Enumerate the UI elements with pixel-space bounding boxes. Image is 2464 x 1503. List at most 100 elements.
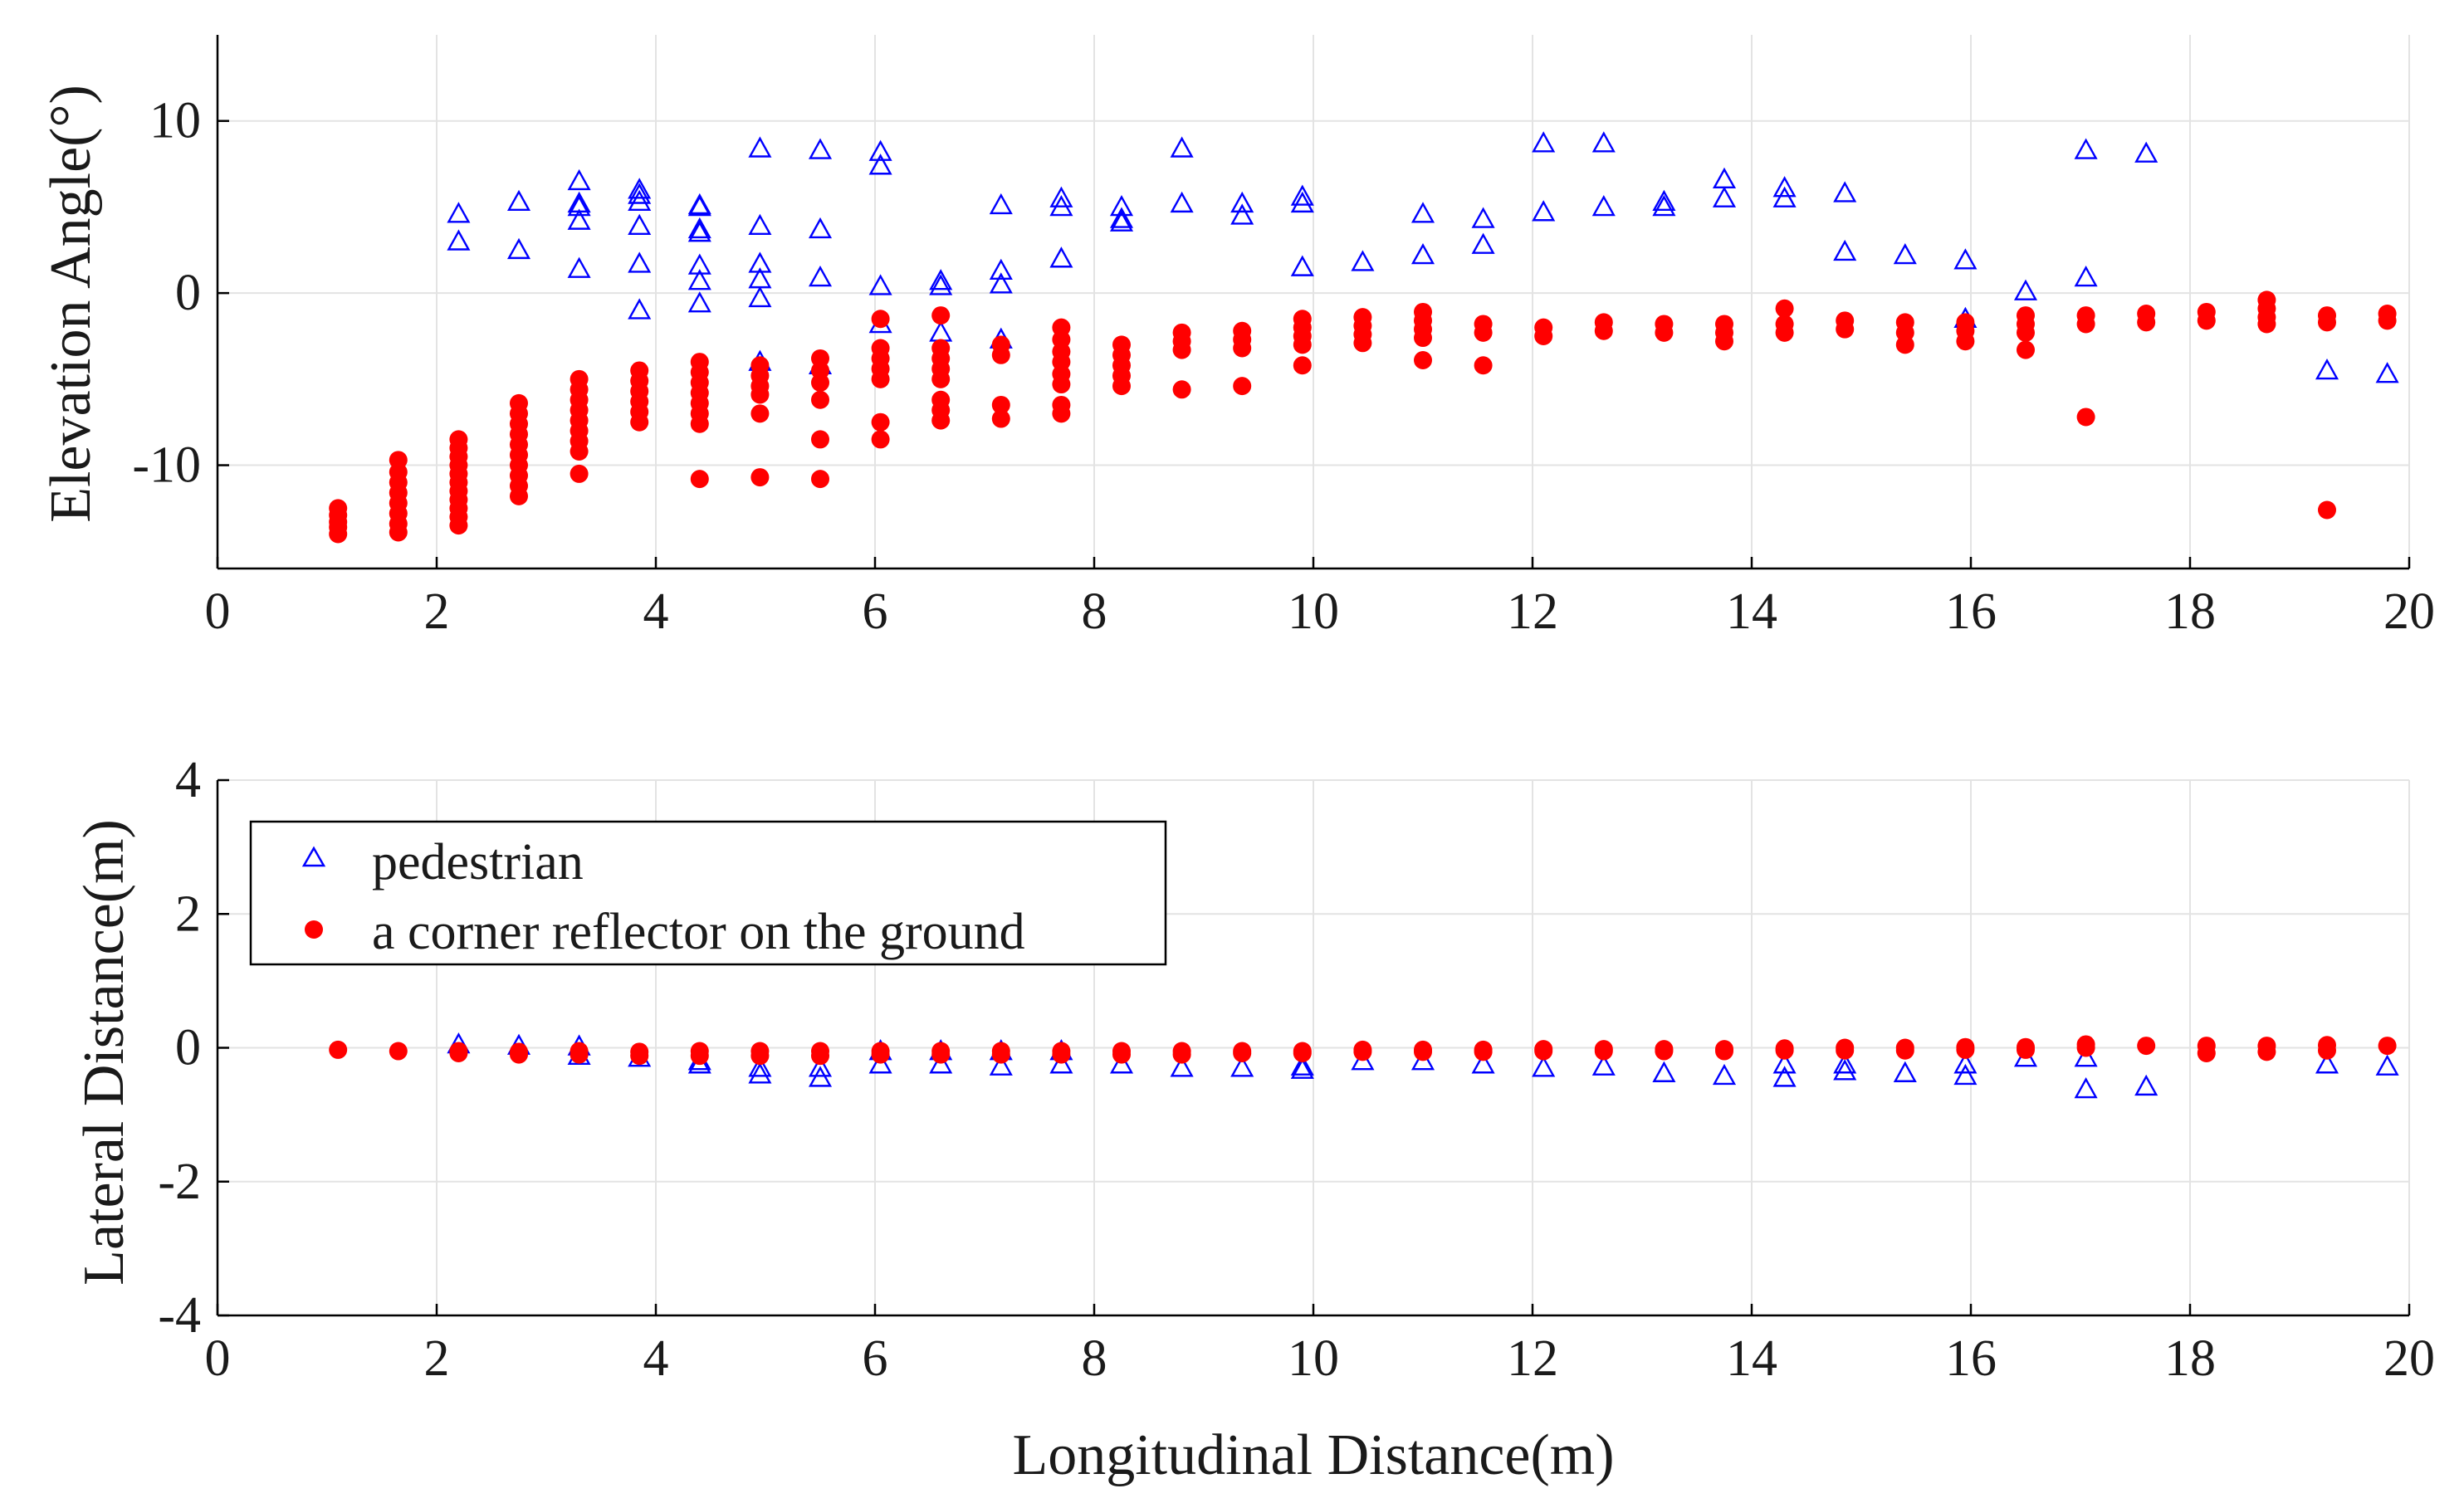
top-corner-reflector-point [690,414,709,433]
top-corner-reflector-point [931,411,951,430]
top-pedestrian-point [1410,243,1435,265]
elevation-angle-plot: 0 2 4 6 8 10 12 14 16 18 20 -10 0 10 Elevation Angle… [39,35,2435,640]
bottom-pedestrian-point [1351,1049,1375,1071]
top-pedestrian-point [929,274,953,295]
bottom-corner-reflector-point [2257,1042,2276,1061]
top-pedestrian-point [989,258,1013,280]
bottom-corner-reflector-point [510,1045,528,1064]
top-pedestrian-point [1652,189,1676,211]
bottom-y-tick-label: -2 [158,1154,201,1210]
top-pedestrian-point [1290,184,1314,206]
top-corner-reflector-point [750,404,770,423]
bottom-corner-reflector-point [750,1047,770,1066]
top-pedestrian-point [687,291,711,313]
bottom-pedestrian-point [1772,1066,1797,1087]
top-corner-reflector-point [389,523,408,542]
top-pedestrian-point [748,285,772,308]
top-corner-reflector-point [2318,500,2336,520]
bottom-corner-reflector-point [1172,1045,1191,1064]
bottom-pedestrian-point [1833,1052,1857,1074]
top-pedestrian-point [808,217,833,239]
bottom-corner-reflector-point [1715,1042,1733,1061]
top-corner-reflector-point [2378,311,2397,330]
top-pedestrian-point [748,213,772,236]
top-corner-reflector-point [991,345,1010,364]
top-pedestrian-point [1953,248,1978,270]
top-x-tick-label: 12 [1507,583,1558,640]
top-pedestrian-point [1471,207,1495,228]
top-corner-reflector-point [570,464,589,483]
top-corner-reflector-point [630,412,649,432]
bottom-pedestrian-point [2134,1074,2158,1096]
x-axis-label: Longitudinal Distance(m) [1012,1423,1614,1487]
bottom-corner-reflector-point [1534,1042,1553,1061]
bottom-corner-reflector-point [991,1045,1010,1064]
top-pedestrian-point [748,136,772,158]
top-pedestrian-point [1471,232,1495,254]
top-corner-reflector-point [1956,332,1975,351]
top-corner-reflector-point [1836,320,1855,339]
top-pedestrian-point [1109,194,1134,217]
top-pedestrian-point [1230,203,1254,225]
top-corner-reflector-point [2197,311,2216,330]
bottom-corner-reflector-point [1233,1043,1252,1062]
bottom-pedestrian-point [1833,1059,1857,1081]
bottom-corner-reflector-point [1293,1043,1312,1062]
bottom-corner-reflector-point [2017,1040,2035,1059]
legend-pedestrian-label: pedestrian [372,834,584,891]
top-y-tick-label: -10 [132,437,201,494]
bottom-pedestrian-point [1170,1056,1194,1077]
top-pedestrian-point [929,320,953,342]
top-x-tick-label: 8 [1082,583,1107,640]
top-pedestrian-point [1772,176,1797,198]
bottom-pedestrian-point [1290,1054,1314,1076]
top-corner-reflector-point [1172,380,1191,399]
legend-corner-reflector-label: a corner reflector on the ground [372,904,1025,960]
top-pedestrian-point [868,274,892,295]
top-corner-reflector-point [871,430,890,449]
top-corner-reflector-point [449,516,468,535]
top-x-tick-label: 2 [424,583,450,640]
bottom-x-tick-label: 14 [1726,1330,1777,1387]
bottom-pedestrian-point [1712,1063,1737,1086]
bottom-corner-reflector-point [1474,1042,1493,1061]
top-pedestrian-point [2074,138,2098,159]
top-corner-reflector-point [2076,315,2095,334]
top-corner-reflector-point [1052,404,1071,423]
bottom-corner-reflector-point [811,1047,829,1066]
top-x-tick-label: 10 [1288,583,1339,640]
top-pedestrian-point [628,213,652,236]
bottom-corner-reflector-point [1836,1041,1855,1060]
top-corner-reflector-point [811,373,829,392]
bottom-pedestrian-point [989,1054,1013,1076]
top-pedestrian-point [989,272,1013,294]
bottom-corner-reflector-point [2137,1037,2156,1056]
top-pedestrian-point [868,139,892,161]
bottom-corner-reflector-point [329,1040,348,1059]
legend-corner-reflector-marker [305,920,323,939]
top-pedestrian-point [2013,279,2038,300]
top-corner-reflector-point [1293,356,1312,375]
top-axes [216,35,2411,570]
top-corner-reflector-point [750,385,770,404]
top-corner-reflector-point [1775,323,1794,342]
top-pedestrian-point [687,253,711,275]
bottom-corner-reflector-point [1112,1045,1131,1064]
top-corner-reflector-point [871,369,890,388]
top-corner-reflector-point [1112,377,1131,396]
top-pedestrian-point [1532,200,1556,222]
top-pedestrian-point [447,229,471,251]
legend: pedestrian a corner reflector on the gro… [249,820,1167,966]
bottom-corner-reflector-point [2318,1041,2336,1060]
top-pedestrian-point [1049,246,1073,268]
top-pedestrian-point [567,194,591,217]
top-pedestrian-point [868,154,892,175]
bottom-pedestrian-point [687,1052,711,1074]
top-corner-reflector-point [2137,313,2156,332]
top-corner-reflector-point [1775,299,1794,318]
top-x-tick-label: 16 [1945,583,1997,640]
top-corner-reflector-point [2017,340,2035,359]
bottom-corner-reflector-point [1594,1042,1613,1061]
top-pedestrian-point [808,265,833,287]
top-pedestrian-point [506,237,531,260]
